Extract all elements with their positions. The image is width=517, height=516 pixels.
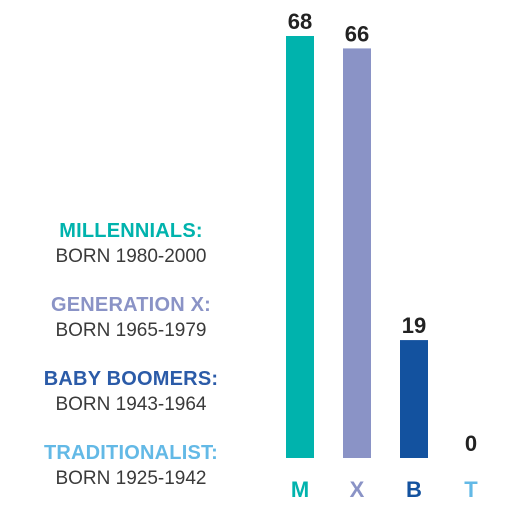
category-label: X xyxy=(350,477,365,502)
legend-entry: TRADITIONALIST: BORN 1925-1942 xyxy=(0,440,262,514)
category-label: T xyxy=(464,477,478,502)
category-label: M xyxy=(291,477,309,502)
legend-name: GENERATION X: xyxy=(50,294,211,316)
legend-entry: BABY BOOMERS: BORN 1943-1964 xyxy=(0,366,262,440)
bar-x xyxy=(343,48,371,458)
legend-years: BORN 1980-2000 xyxy=(55,246,207,267)
bar-value-label: 19 xyxy=(402,313,426,338)
bar-value-label: 68 xyxy=(288,9,312,34)
legend-entry: GENERATION X: BORN 1965-1979 xyxy=(0,292,262,366)
bar-b xyxy=(400,340,428,458)
bar-value-label: 66 xyxy=(345,21,369,46)
legend-name: MILLENNIALS: xyxy=(59,220,203,242)
bar-m xyxy=(286,36,314,458)
category-label: B xyxy=(406,477,422,502)
legend-years: BORN 1925-1942 xyxy=(55,468,207,489)
bar-value-label: 0 xyxy=(465,431,477,456)
legend-name: BABY BOOMERS: xyxy=(43,368,219,390)
legend-years: BORN 1965-1979 xyxy=(55,320,207,341)
legend-name: TRADITIONALIST: xyxy=(43,442,219,464)
legend: MILLENNIALS: BORN 1980-2000 GENERATION X: B… xyxy=(0,218,262,514)
legend-entry: MILLENNIALS: BORN 1980-2000 xyxy=(0,218,262,292)
legend-years: BORN 1943-1964 xyxy=(55,394,207,415)
